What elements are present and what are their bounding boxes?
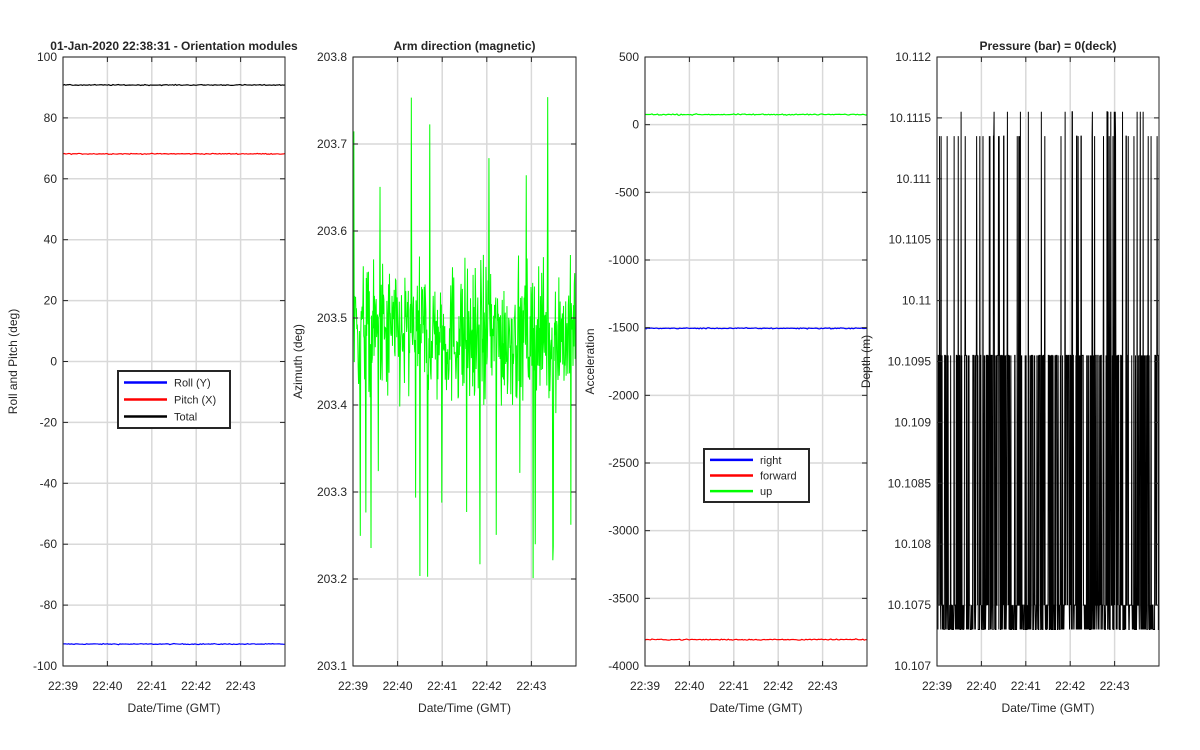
y-tick-label: 100 [37, 50, 57, 64]
y-tick-label: 10.1095 [888, 355, 932, 369]
y-tick-label: -20 [40, 415, 58, 429]
axes-box [352, 56, 577, 667]
y-tick-label: 0 [50, 355, 57, 369]
chart-title: Arm direction (magnetic) [393, 39, 535, 53]
y-tick-label: 10.1085 [888, 476, 932, 490]
series-line-1 [353, 97, 576, 579]
x-tick-label: 22:43 [516, 679, 546, 693]
y-tick-label: 40 [44, 233, 58, 247]
x-axis-label: Date/Time (GMT) [1002, 701, 1095, 715]
plot-area [645, 57, 867, 666]
series-line-up [645, 113, 867, 116]
y-tick-label: 203.1 [317, 659, 347, 673]
y-tick-label: -80 [40, 598, 58, 612]
x-tick-label: 22:42 [763, 679, 793, 693]
legend-label: forward [760, 471, 797, 483]
y-tick-label: 10.108 [894, 537, 931, 551]
y-tick-label: 10.1105 [889, 233, 932, 247]
legend-label: Pitch (X) [174, 395, 216, 407]
x-tick-label: 22:40 [674, 679, 704, 693]
x-tick-label: 22:39 [922, 679, 952, 693]
x-tick-label: 22:42 [1055, 679, 1085, 693]
y-axis-label: Depth (m) [859, 335, 873, 388]
series-line-1 [937, 111, 1159, 630]
x-tick-label: 22:40 [383, 679, 413, 693]
axes-box [644, 56, 868, 667]
y-tick-label: 203.7 [317, 137, 347, 151]
y-tick-label: -1500 [608, 321, 639, 335]
y-tick-label: 203.2 [317, 572, 347, 586]
chart-panel-3: -4000 -3500 -3000 -2500 -2000 -1500 -1000 -500 0… [583, 50, 868, 715]
x-tick-label: 22:41 [137, 679, 167, 693]
y-tick-label: -500 [615, 185, 639, 199]
chart-title: Pressure (bar) = 0(deck) [979, 39, 1116, 53]
y-tick-label: -2000 [608, 388, 639, 402]
legend-label: Roll (Y) [174, 378, 211, 390]
y-axis-label: Roll and Pitch (deg) [6, 309, 20, 414]
x-axis-label: Date/Time (GMT) [128, 701, 221, 715]
x-tick-label: 22:43 [226, 679, 256, 693]
y-tick-label: 10.107 [894, 659, 931, 673]
series-line-total [63, 83, 285, 87]
y-tick-label: -2500 [608, 456, 639, 470]
y-tick-label: 0 [632, 118, 639, 132]
x-tick-label: 22:41 [427, 679, 457, 693]
series-line-roll-y- [63, 642, 285, 646]
legend-label: right [760, 455, 781, 467]
y-axis-label: Acceleration [583, 328, 597, 394]
y-axis-label: Azimuth (deg) [291, 324, 305, 399]
x-tick-label: 22:39 [630, 679, 660, 693]
chart-panel-1: -100 -80 -60 -40 -20 0 20 40 60 80 100 22:39 22:40 22… [6, 39, 298, 715]
legend-label: Total [174, 412, 197, 424]
x-tick-label: 22:41 [719, 679, 749, 693]
y-tick-label: 10.111 [896, 172, 931, 186]
y-tick-label: -3500 [608, 591, 639, 605]
y-tick-label: 10.11 [902, 294, 931, 308]
legend: right forward up [703, 448, 810, 503]
chart-title: 01-Jan-2020 22:38:31 - Orientation modul… [50, 39, 298, 53]
y-tick-label: 10.1115 [889, 111, 931, 125]
y-tick-label: 60 [44, 172, 58, 186]
y-tick-label: -60 [40, 537, 58, 551]
x-tick-label: 22:40 [92, 679, 122, 693]
y-tick-label: 203.8 [317, 50, 347, 64]
series-line-pitch-x- [63, 152, 285, 156]
y-tick-label: 500 [619, 50, 639, 64]
y-tick-label: -4000 [608, 659, 639, 673]
x-tick-label: 22:42 [181, 679, 211, 693]
y-tick-label: 80 [44, 111, 58, 125]
legend: Roll (Y) Pitch (X) Total [117, 370, 231, 429]
y-tick-label: 10.112 [895, 50, 931, 64]
chart-panel-2: 203.1 203.2 203.3 203.4 203.5 203.6 203.7 203.8… [291, 39, 577, 715]
x-tick-label: 22:40 [966, 679, 996, 693]
series-line-forward [645, 638, 867, 641]
series-line-right [645, 326, 867, 330]
y-tick-label: 20 [44, 294, 58, 308]
x-tick-label: 22:39 [338, 679, 368, 693]
y-tick-label: 203.6 [317, 224, 347, 238]
y-tick-label: 203.5 [317, 311, 347, 325]
x-tick-label: 22:42 [472, 679, 502, 693]
chart-panel-4: 10.107 10.1075 10.108 10.1085 10.109 10.1095 1… [859, 39, 1160, 715]
x-tick-label: 22:43 [1100, 679, 1130, 693]
y-tick-label: 203.3 [317, 485, 347, 499]
x-tick-label: 22:39 [48, 679, 78, 693]
x-axis-label: Date/Time (GMT) [418, 701, 511, 715]
x-tick-label: 22:41 [1011, 679, 1041, 693]
y-tick-label: -3000 [608, 524, 639, 538]
y-tick-label: 10.1075 [888, 598, 932, 612]
y-tick-label: 203.4 [317, 398, 347, 412]
y-tick-label: -40 [40, 476, 58, 490]
x-tick-label: 22:43 [808, 679, 838, 693]
legend-label: up [760, 486, 772, 498]
x-axis-label: Date/Time (GMT) [710, 701, 803, 715]
y-tick-label: -100 [33, 659, 57, 673]
y-tick-label: 10.109 [894, 415, 931, 429]
y-tick-label: -1000 [608, 253, 639, 267]
